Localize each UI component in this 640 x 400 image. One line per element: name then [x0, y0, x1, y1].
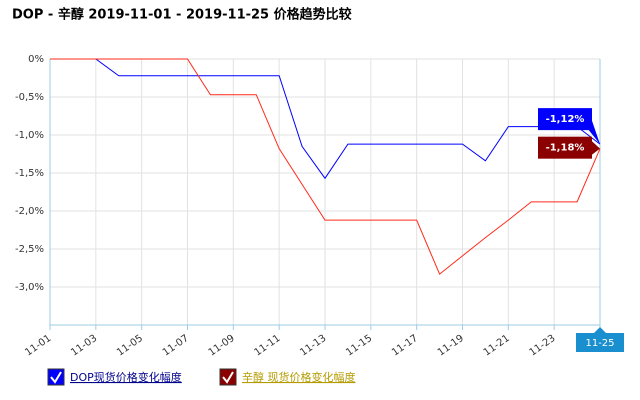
x-tick-label: 11-23 — [527, 333, 557, 359]
x-tick-label: 11-09 — [207, 333, 237, 359]
x-tick-label: 11-15 — [344, 333, 374, 359]
y-tick-label: -1,0% — [15, 130, 44, 141]
value-label: -1,12% — [546, 114, 585, 125]
legend-check — [50, 371, 62, 384]
x-tick-label: 11-17 — [390, 333, 420, 359]
x-tick-label: 11-03 — [69, 333, 99, 359]
series-line — [50, 58, 601, 180]
value-label-box — [538, 108, 592, 131]
x-highlight-pointer — [594, 327, 606, 333]
value-label-box — [538, 136, 592, 159]
x-tick-label: 11-07 — [161, 333, 191, 359]
legend-label[interactable]: DOP现货价格变化幅度 — [70, 370, 182, 384]
x-tick-label: 11-01 — [23, 333, 53, 359]
chart-title: DOP - 辛醇 2019-11-01 - 2019-11-25 价格趋势比较 — [12, 7, 352, 23]
series-line — [50, 58, 601, 275]
x-tick-label: 11-25 — [585, 338, 614, 349]
legend-label[interactable]: 辛醇 现货价格变化幅度 — [242, 370, 356, 384]
y-tick-label: -3,0% — [15, 282, 44, 293]
x-tick-label: 11-21 — [482, 333, 512, 359]
legend-item[interactable]: DOP现货价格变化幅度 — [47, 368, 182, 386]
y-tick-label: -2,5% — [15, 244, 44, 255]
legend-item[interactable]: 辛醇 现货价格变化幅度 — [219, 368, 356, 386]
legend-check — [222, 371, 234, 384]
x-tick-label: 11-19 — [436, 333, 466, 359]
y-tick-label: -1,5% — [15, 168, 44, 179]
y-tick-label: -0,5% — [15, 92, 44, 103]
x-highlight-box — [576, 333, 624, 352]
y-tick-label: 0% — [28, 54, 44, 65]
legend-checkbox[interactable] — [47, 368, 65, 386]
x-tick-label: 11-11 — [252, 333, 282, 359]
legend-checkbox[interactable] — [219, 368, 237, 386]
x-tick-label: 11-05 — [115, 333, 145, 359]
value-label: -1,18% — [546, 143, 585, 154]
x-tick-label: 11-13 — [298, 333, 328, 359]
y-tick-label: -2,0% — [15, 206, 44, 217]
